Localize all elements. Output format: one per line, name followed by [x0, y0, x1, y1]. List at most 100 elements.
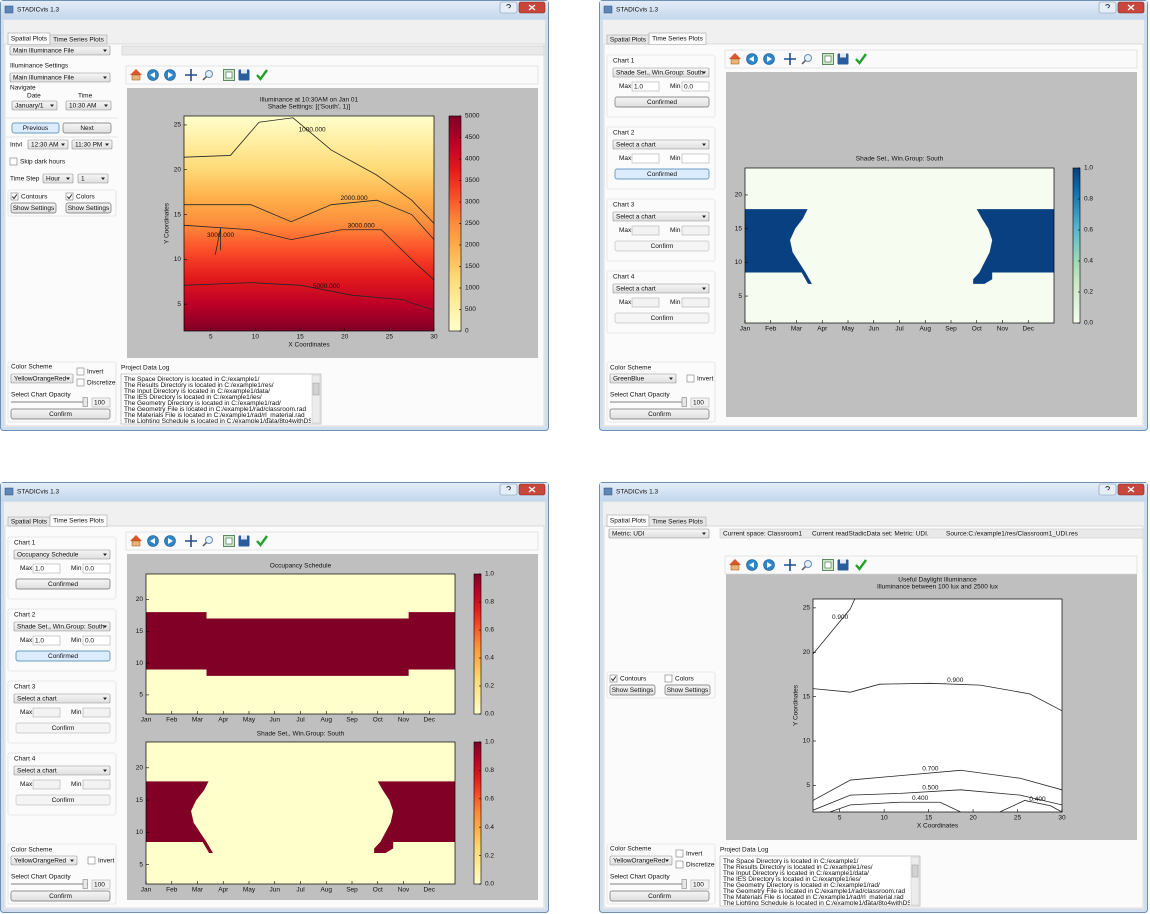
text-field[interactable] — [681, 225, 710, 236]
dropdown[interactable] — [77, 173, 109, 184]
dropdown[interactable] — [9, 45, 111, 56]
dropdown[interactable] — [612, 139, 710, 150]
checkbox[interactable] — [9, 157, 18, 166]
toolbar-button[interactable] — [185, 69, 197, 81]
checkbox[interactable] — [10, 192, 19, 201]
dropdown[interactable] — [612, 211, 710, 222]
toolbar-button[interactable] — [256, 535, 268, 547]
button[interactable] — [15, 578, 111, 590]
slider-thumb[interactable] — [681, 397, 687, 407]
button[interactable] — [10, 408, 111, 420]
text-field[interactable] — [681, 81, 710, 92]
dropdown[interactable] — [13, 693, 111, 704]
button[interactable] — [65, 202, 112, 214]
dropdown[interactable] — [42, 173, 74, 184]
dropdown[interactable] — [10, 373, 74, 384]
button[interactable] — [609, 684, 656, 696]
text-field[interactable] — [82, 563, 111, 574]
dropdown[interactable] — [10, 855, 78, 866]
toolbar-button[interactable] — [855, 559, 867, 571]
tab[interactable] — [648, 32, 707, 45]
toolbar-button[interactable] — [784, 559, 796, 571]
toolbar-button[interactable] — [223, 535, 235, 547]
dropdown[interactable] — [609, 855, 673, 866]
tab[interactable] — [49, 34, 108, 45]
toolbar-button[interactable] — [784, 53, 796, 65]
text-field[interactable] — [690, 397, 710, 408]
dropdown[interactable] — [612, 283, 710, 294]
checkbox[interactable] — [87, 856, 96, 865]
text-field[interactable] — [82, 635, 111, 646]
toolbar-button[interactable] — [238, 535, 250, 547]
dropdown[interactable] — [9, 72, 111, 83]
toolbar-button[interactable] — [822, 53, 834, 65]
toolbar-button[interactable] — [729, 559, 741, 571]
text-field[interactable] — [631, 81, 660, 92]
checkbox[interactable] — [76, 378, 85, 387]
dropdown[interactable] — [609, 373, 677, 384]
toolbar-button[interactable] — [223, 69, 235, 81]
button[interactable] — [614, 168, 710, 180]
dropdown[interactable] — [612, 67, 710, 78]
toolbar-button[interactable] — [147, 69, 159, 81]
toolbar-button[interactable] — [147, 535, 159, 547]
text-field[interactable] — [32, 635, 61, 646]
text-field[interactable] — [32, 563, 61, 574]
text-field[interactable] — [91, 879, 111, 890]
dropdown[interactable] — [11, 100, 58, 111]
toolbar-button[interactable] — [763, 53, 775, 65]
button[interactable] — [664, 684, 711, 696]
toolbar-button[interactable] — [746, 53, 758, 65]
text-field[interactable] — [631, 153, 660, 164]
dropdown[interactable] — [13, 549, 111, 560]
toolbar-button[interactable] — [801, 560, 812, 571]
button[interactable] — [62, 122, 112, 134]
checkbox[interactable] — [675, 849, 684, 858]
dropdown[interactable] — [71, 139, 113, 150]
toolbar-button[interactable] — [746, 559, 758, 571]
checkbox[interactable] — [664, 674, 673, 683]
checkbox[interactable] — [686, 374, 695, 383]
toolbar-button[interactable] — [837, 53, 849, 65]
dropdown[interactable] — [13, 765, 111, 776]
tab[interactable] — [49, 514, 108, 527]
toolbar-button[interactable] — [185, 535, 197, 547]
toolbar-button[interactable] — [801, 54, 812, 65]
text-field[interactable] — [32, 707, 61, 718]
toolbar-button[interactable] — [202, 70, 213, 81]
text-field[interactable] — [690, 879, 710, 890]
scrollbar-thumb[interactable] — [312, 382, 320, 396]
help-button[interactable] — [499, 483, 518, 496]
button[interactable] — [11, 122, 60, 134]
toolbar-button[interactable] — [855, 53, 867, 65]
toolbar-button[interactable] — [202, 536, 213, 547]
toolbar-button[interactable] — [822, 559, 834, 571]
tab[interactable] — [648, 516, 707, 527]
toolbar-button[interactable] — [729, 53, 741, 65]
checkbox[interactable] — [76, 367, 85, 376]
dropdown[interactable] — [13, 621, 111, 632]
toolbar-button[interactable] — [130, 535, 142, 547]
text-field[interactable] — [91, 397, 111, 408]
toolbar-button[interactable] — [164, 535, 176, 547]
dropdown[interactable] — [608, 528, 710, 539]
text-field[interactable] — [681, 297, 710, 308]
button[interactable] — [609, 408, 710, 420]
scrollbar-thumb[interactable] — [911, 864, 919, 878]
text-field[interactable] — [82, 779, 111, 790]
button[interactable] — [609, 890, 710, 902]
button[interactable] — [15, 650, 111, 662]
slider-thumb[interactable] — [681, 879, 687, 889]
checkbox[interactable] — [609, 674, 618, 683]
text-field[interactable] — [631, 297, 660, 308]
dropdown[interactable] — [65, 100, 112, 111]
text-field[interactable] — [681, 153, 710, 164]
toolbar-button[interactable] — [164, 69, 176, 81]
button[interactable] — [614, 96, 710, 108]
text-field[interactable] — [631, 225, 660, 236]
help-button[interactable] — [1098, 1, 1117, 14]
checkbox[interactable] — [675, 860, 684, 869]
toolbar-button[interactable] — [130, 69, 142, 81]
dropdown[interactable] — [27, 139, 69, 150]
help-button[interactable] — [499, 1, 518, 14]
